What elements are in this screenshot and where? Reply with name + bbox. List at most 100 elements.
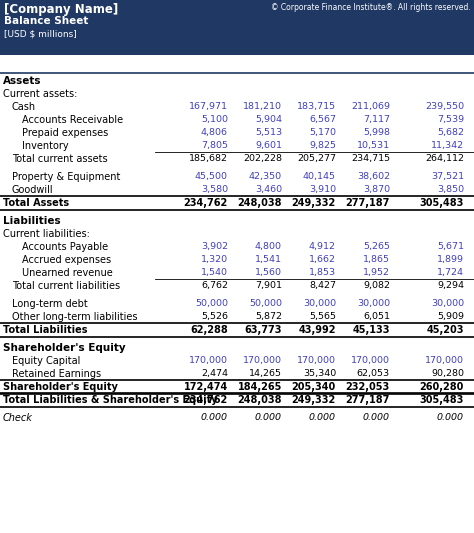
Text: 6,051: 6,051 — [363, 312, 390, 321]
Text: Accrued expenses: Accrued expenses — [22, 255, 111, 265]
Text: 5,682: 5,682 — [437, 128, 464, 137]
Text: 3,902: 3,902 — [201, 242, 228, 251]
Text: 8,427: 8,427 — [309, 281, 336, 290]
Text: Equity Capital: Equity Capital — [12, 356, 81, 366]
Text: [USD $ millions]: [USD $ millions] — [4, 29, 77, 38]
Text: 45,500: 45,500 — [195, 172, 228, 181]
Text: 1,899: 1,899 — [437, 255, 464, 264]
Text: 202,228: 202,228 — [243, 154, 282, 163]
Text: 183,715: 183,715 — [297, 102, 336, 111]
Text: 167,971: 167,971 — [189, 102, 228, 111]
Text: 232,053: 232,053 — [346, 382, 390, 392]
Text: 62,288: 62,288 — [190, 325, 228, 335]
Text: Total current liabilities: Total current liabilities — [12, 281, 120, 291]
Text: 170,000: 170,000 — [351, 356, 390, 365]
Text: 170,000: 170,000 — [297, 356, 336, 365]
Text: © Corporate Finance Institute®. All rights reserved.: © Corporate Finance Institute®. All righ… — [271, 3, 471, 12]
Text: 10,531: 10,531 — [357, 141, 390, 150]
Text: 4,912: 4,912 — [309, 242, 336, 251]
Text: 3,870: 3,870 — [363, 185, 390, 194]
Text: 170,000: 170,000 — [243, 356, 282, 365]
Text: Long-term debt: Long-term debt — [12, 299, 88, 309]
Text: Cash: Cash — [12, 102, 36, 112]
Text: 170,000: 170,000 — [425, 356, 464, 365]
Text: 62,053: 62,053 — [357, 369, 390, 378]
Text: 0.000: 0.000 — [363, 413, 390, 422]
Text: Prepaid expenses: Prepaid expenses — [22, 128, 108, 138]
Text: 50,000: 50,000 — [249, 299, 282, 308]
Text: 277,187: 277,187 — [346, 198, 390, 208]
Text: 1,662: 1,662 — [309, 255, 336, 264]
Text: Balance Sheet: Balance Sheet — [4, 16, 88, 26]
Text: 7,805: 7,805 — [201, 141, 228, 150]
Text: Inventory: Inventory — [22, 141, 69, 151]
Text: 205,340: 205,340 — [292, 382, 336, 392]
Text: 2016: 2016 — [304, 57, 331, 67]
Text: 234,715: 234,715 — [351, 154, 390, 163]
Text: 249,332: 249,332 — [292, 395, 336, 405]
Text: 170,000: 170,000 — [189, 356, 228, 365]
Text: 42,350: 42,350 — [249, 172, 282, 181]
Text: 5,872: 5,872 — [255, 312, 282, 321]
Text: 0.000: 0.000 — [437, 413, 464, 422]
Text: 0.000: 0.000 — [201, 413, 228, 422]
Text: Total Liabilities & Shareholder's Equity: Total Liabilities & Shareholder's Equity — [3, 395, 218, 405]
Text: 9,825: 9,825 — [309, 141, 336, 150]
Text: 7,901: 7,901 — [255, 281, 282, 290]
Text: 7,117: 7,117 — [363, 115, 390, 124]
Text: Check: Check — [3, 413, 33, 423]
Text: 14,265: 14,265 — [249, 369, 282, 378]
Text: 35,340: 35,340 — [303, 369, 336, 378]
Text: 184,265: 184,265 — [237, 382, 282, 392]
Text: 1,865: 1,865 — [363, 255, 390, 264]
Text: 45,133: 45,133 — [353, 325, 390, 335]
Text: 260,280: 260,280 — [419, 382, 464, 392]
Text: Shareholder's Equity: Shareholder's Equity — [3, 382, 118, 392]
Text: 5,565: 5,565 — [309, 312, 336, 321]
Text: 1,540: 1,540 — [201, 268, 228, 277]
Text: Liabilities: Liabilities — [3, 216, 61, 226]
Text: 1,541: 1,541 — [255, 255, 282, 264]
Text: 43,992: 43,992 — [299, 325, 336, 335]
Text: 6,762: 6,762 — [201, 281, 228, 290]
Text: 9,601: 9,601 — [255, 141, 282, 150]
Text: 30,000: 30,000 — [357, 299, 390, 308]
Text: Accounts Payable: Accounts Payable — [22, 242, 108, 252]
Text: 5,170: 5,170 — [309, 128, 336, 137]
Text: 249,332: 249,332 — [292, 198, 336, 208]
Text: Unearned revenue: Unearned revenue — [22, 268, 113, 278]
Text: Total Assets: Total Assets — [3, 198, 69, 208]
Text: Total Liabilities: Total Liabilities — [3, 325, 88, 335]
Text: Assets: Assets — [3, 76, 42, 86]
Text: 0.000: 0.000 — [309, 413, 336, 422]
Text: 9,082: 9,082 — [363, 281, 390, 290]
Text: 9,294: 9,294 — [437, 281, 464, 290]
Text: 6,567: 6,567 — [309, 115, 336, 124]
Text: 277,187: 277,187 — [346, 395, 390, 405]
Text: 2,474: 2,474 — [201, 369, 228, 378]
Text: Other long-term liabilities: Other long-term liabilities — [12, 312, 137, 322]
Text: 30,000: 30,000 — [431, 299, 464, 308]
Text: Retained Earnings: Retained Earnings — [12, 369, 101, 379]
Text: Accounts Receivable: Accounts Receivable — [22, 115, 123, 125]
Text: 30,000: 30,000 — [303, 299, 336, 308]
Text: 1,320: 1,320 — [201, 255, 228, 264]
Bar — [0, 0, 474, 55]
Text: Current assets:: Current assets: — [3, 89, 77, 99]
Text: 1,724: 1,724 — [437, 268, 464, 277]
Text: 234,762: 234,762 — [184, 198, 228, 208]
Text: 5,998: 5,998 — [363, 128, 390, 137]
Text: 3,460: 3,460 — [255, 185, 282, 194]
Text: 205,277: 205,277 — [297, 154, 336, 163]
Text: [Company Name]: [Company Name] — [4, 3, 118, 16]
Text: 38,602: 38,602 — [357, 172, 390, 181]
Text: 234,762: 234,762 — [184, 395, 228, 405]
Text: 5,904: 5,904 — [255, 115, 282, 124]
Text: 11,342: 11,342 — [431, 141, 464, 150]
Text: 50,000: 50,000 — [195, 299, 228, 308]
Text: 45,203: 45,203 — [427, 325, 464, 335]
Text: 3,850: 3,850 — [437, 185, 464, 194]
Text: 305,483: 305,483 — [419, 198, 464, 208]
Text: 2014: 2014 — [197, 57, 224, 67]
Text: 1,853: 1,853 — [309, 268, 336, 277]
